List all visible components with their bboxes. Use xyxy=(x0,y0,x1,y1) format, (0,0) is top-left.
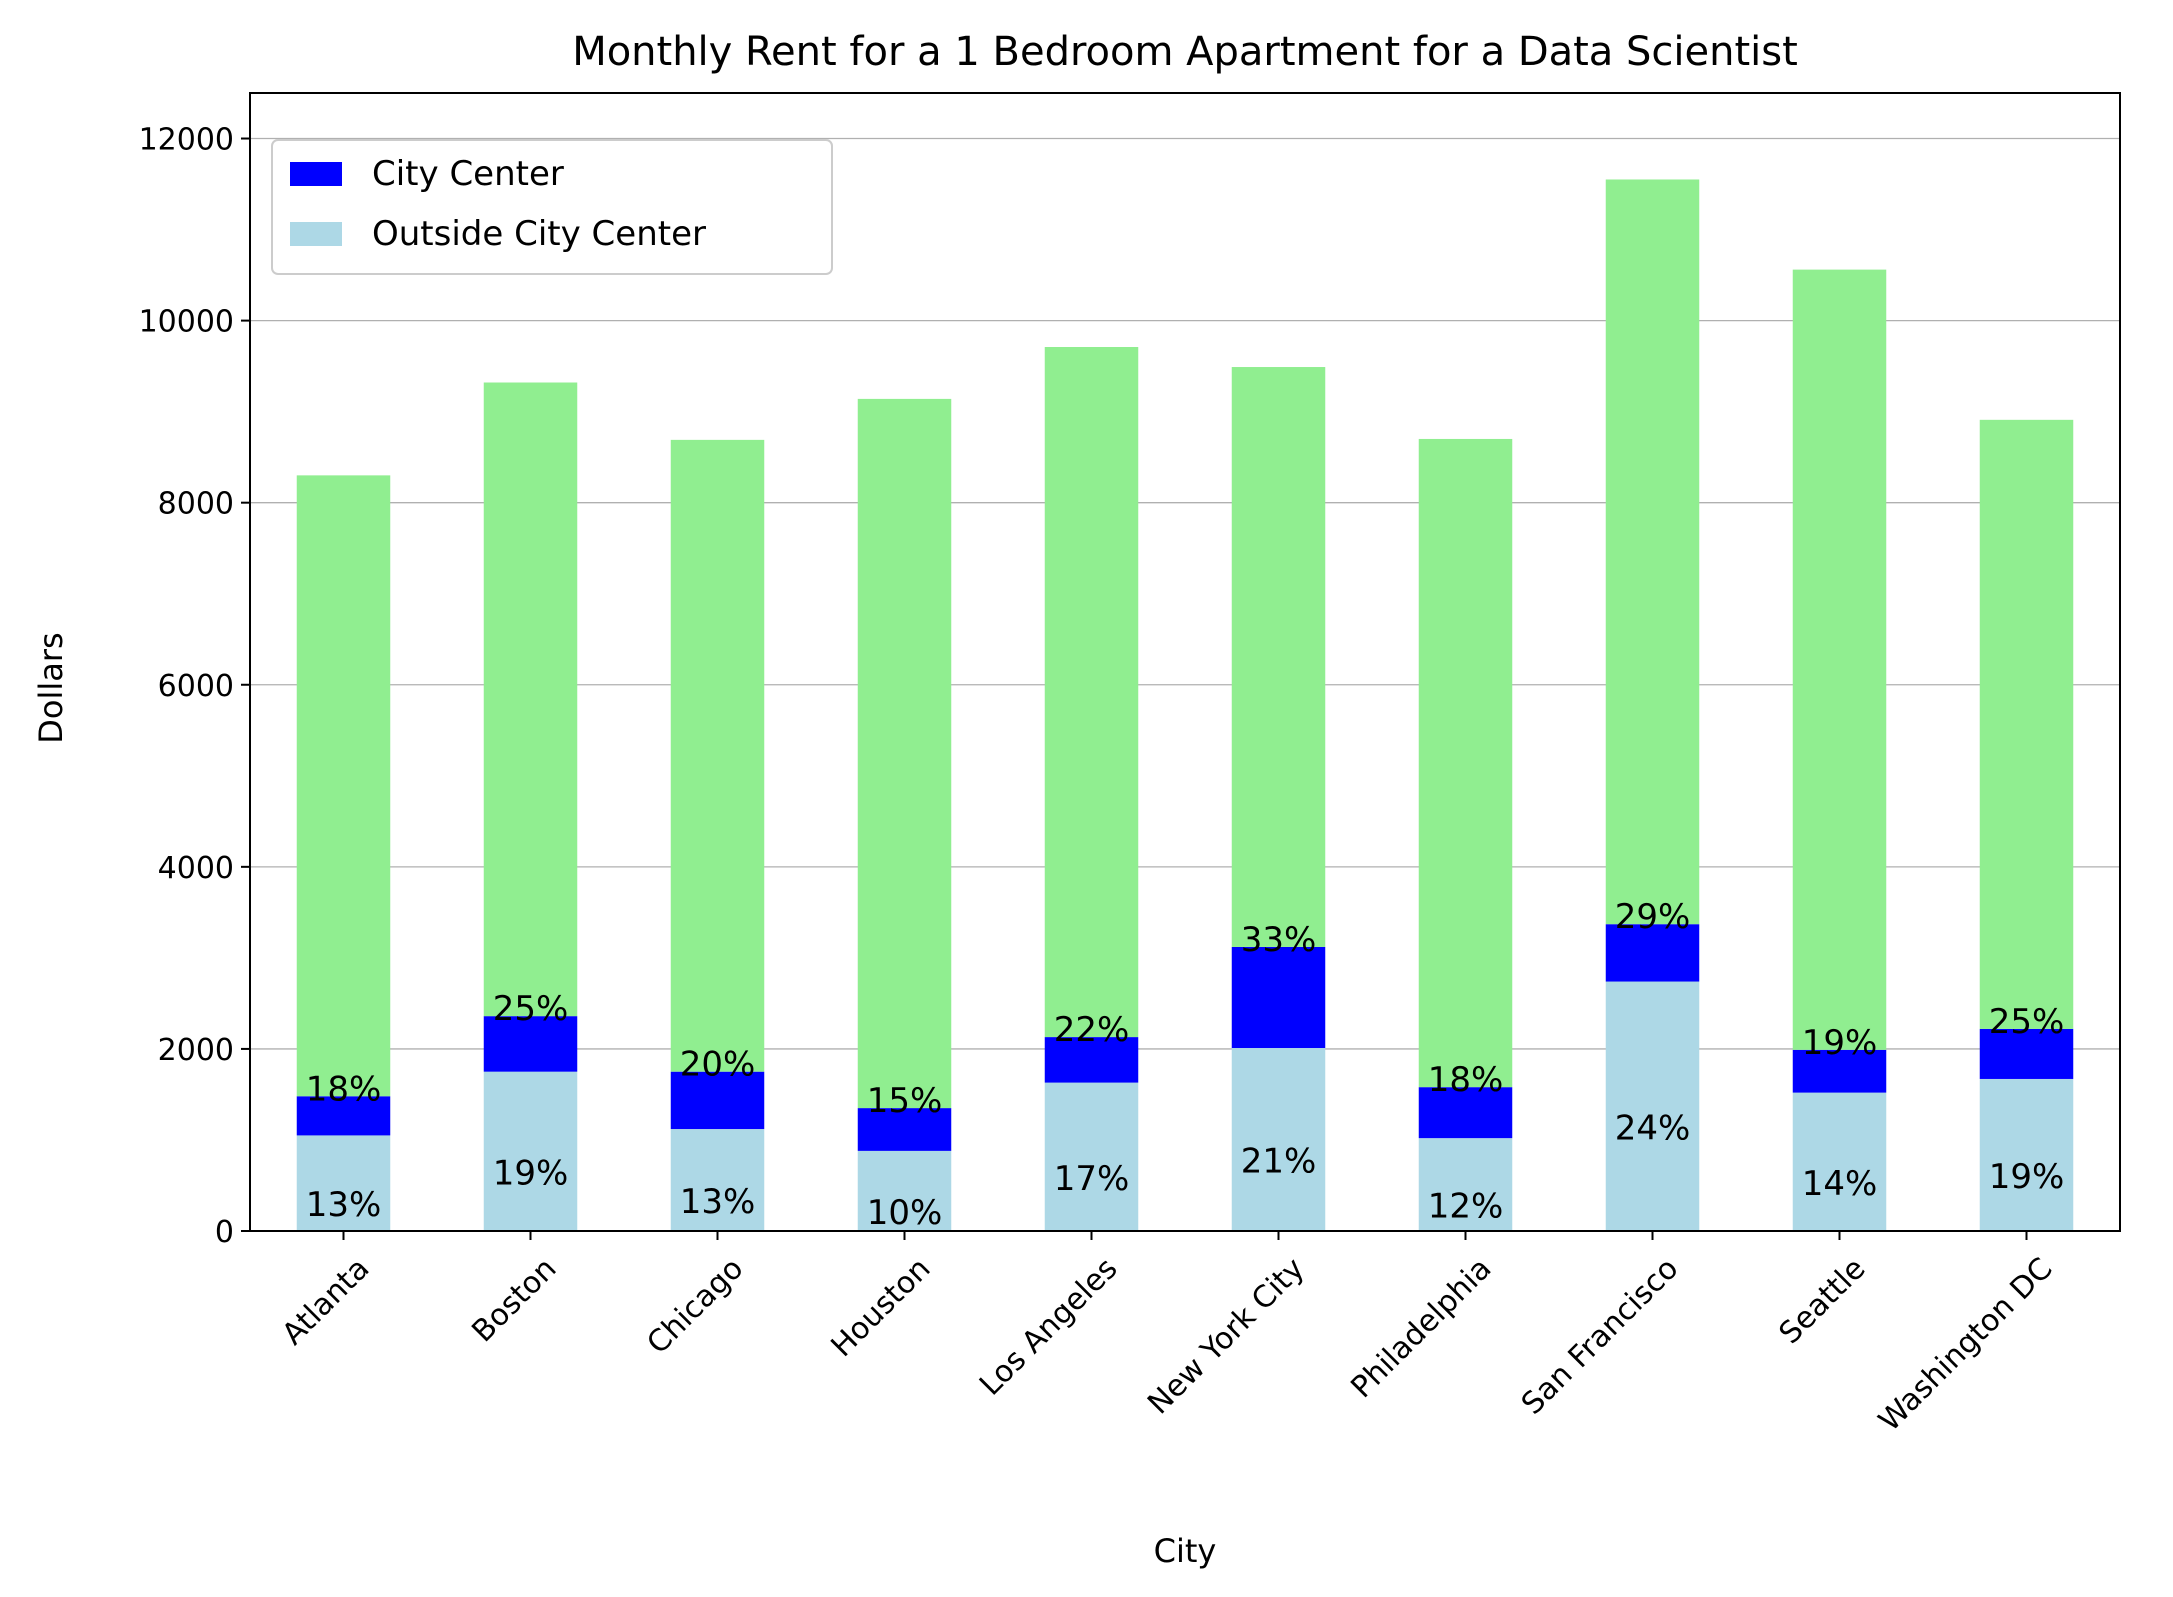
bar-city-center xyxy=(296,1096,391,1136)
x-tick-label: Chicago xyxy=(640,1251,750,1361)
legend-box xyxy=(271,139,833,275)
y-tick-label: 2000 xyxy=(158,1033,234,1068)
y-axis-label: Dollars xyxy=(32,632,70,743)
bar-city-center xyxy=(857,1108,952,1151)
bar-outside-city-center xyxy=(857,1150,952,1231)
bar-city-center xyxy=(1044,1037,1139,1083)
legend-entry-label: City Center xyxy=(372,154,564,194)
plot-frame xyxy=(249,92,2121,1232)
bar-outside-city-center xyxy=(1979,1078,2074,1231)
bar-segment-top xyxy=(1792,269,1887,1050)
bar-segment-top xyxy=(670,439,765,1072)
x-tick-label: Seattle xyxy=(1773,1251,1873,1351)
x-axis-label: City xyxy=(1154,1532,1217,1570)
y-axis: 0 2000 4000 6000 8000 10000 12000 xyxy=(139,123,250,1250)
bar-outside-city-center xyxy=(1231,1048,1326,1231)
x-tick-label: Los Angeles xyxy=(973,1251,1124,1402)
bar-percent-labels: 13% 18% 19% 25% 13% 20% 10% 15% 17% 22% 21% 33% 12% 1… xyxy=(306,897,2065,1233)
city-center-percent-label: 19% xyxy=(1802,1023,1878,1063)
bar-outside-city-center xyxy=(670,1129,765,1231)
y-tick-label: 10000 xyxy=(139,305,234,340)
city-center-percent-label: 20% xyxy=(680,1045,756,1085)
bar-city-center xyxy=(1792,1049,1887,1093)
bar-city-center xyxy=(1418,1087,1513,1139)
outside-center-percent-label: 24% xyxy=(1615,1108,1691,1148)
legend: City Center Outside City Center xyxy=(271,139,833,275)
outside-center-percent-label: 14% xyxy=(1802,1164,1878,1204)
outside-center-percent-label: 10% xyxy=(867,1193,943,1233)
bar-outside-city-center xyxy=(1792,1092,1887,1231)
legend-swatch xyxy=(290,222,342,246)
bar-city-center xyxy=(1605,924,1700,982)
legend-entry-label: Outside City Center xyxy=(372,214,706,254)
x-tick-label: Atlanta xyxy=(276,1251,377,1352)
outside-center-percent-label: 17% xyxy=(1054,1159,1130,1199)
city-center-percent-label: 18% xyxy=(1428,1060,1504,1100)
outside-center-percent-label: 13% xyxy=(306,1185,382,1225)
y-tick-label: 6000 xyxy=(158,669,234,704)
y-tick-label: 0 xyxy=(215,1215,234,1250)
outside-center-percent-label: 21% xyxy=(1241,1142,1317,1182)
x-axis: Atlanta Boston Chicago Houston Los Angeles Ne… xyxy=(276,1231,2059,1438)
bar-outside-city-center xyxy=(1418,1138,1513,1231)
bar-outside-city-center xyxy=(483,1071,578,1231)
y-tick-label: 4000 xyxy=(158,851,234,886)
bars xyxy=(296,179,2074,1231)
x-tick-label: Philadelphia xyxy=(1344,1251,1498,1405)
y-tick-label: 8000 xyxy=(158,487,234,522)
bar-city-center xyxy=(1231,946,1326,1049)
city-center-percent-label: 22% xyxy=(1054,1010,1130,1050)
bar-segment-top xyxy=(1231,367,1326,947)
bar-segment-top xyxy=(296,475,391,1097)
bar-segment-top xyxy=(1979,419,2074,1029)
legend-swatch xyxy=(290,162,342,186)
city-center-percent-label: 33% xyxy=(1241,920,1317,960)
chart-title: Monthly Rent for a 1 Bedroom Apartment f… xyxy=(572,29,1798,75)
bar-segment-top xyxy=(1418,438,1513,1088)
x-tick-label: Boston xyxy=(465,1251,563,1349)
city-center-percent-label: 29% xyxy=(1615,897,1691,937)
city-center-percent-label: 18% xyxy=(306,1069,382,1109)
city-center-percent-label: 25% xyxy=(1989,1002,2065,1042)
outside-center-percent-label: 19% xyxy=(493,1153,569,1193)
x-tick-label: Washington DC xyxy=(1872,1251,2059,1438)
bar-city-center xyxy=(1979,1028,2074,1079)
outside-center-percent-label: 12% xyxy=(1428,1187,1504,1227)
outside-center-percent-label: 13% xyxy=(680,1182,756,1222)
bar-segment-top xyxy=(857,398,952,1109)
bar-outside-city-center xyxy=(296,1135,391,1231)
city-center-percent-label: 25% xyxy=(493,989,569,1029)
bar-segment-top xyxy=(483,382,578,1017)
bar-outside-city-center xyxy=(1044,1082,1139,1231)
city-center-percent-label: 15% xyxy=(867,1081,943,1121)
y-tick-label: 12000 xyxy=(139,123,234,158)
x-tick-label: Houston xyxy=(825,1251,938,1364)
bar-outside-city-center xyxy=(1605,981,1700,1231)
bar-city-center xyxy=(483,1016,578,1072)
bar-segment-top xyxy=(1044,347,1139,1038)
x-tick-label: San Francisco xyxy=(1515,1251,1685,1421)
bar-city-center xyxy=(670,1071,765,1130)
bar-segment-top xyxy=(1605,179,1700,925)
x-tick-label: New York City xyxy=(1141,1251,1311,1421)
outside-center-percent-label: 19% xyxy=(1989,1157,2065,1197)
